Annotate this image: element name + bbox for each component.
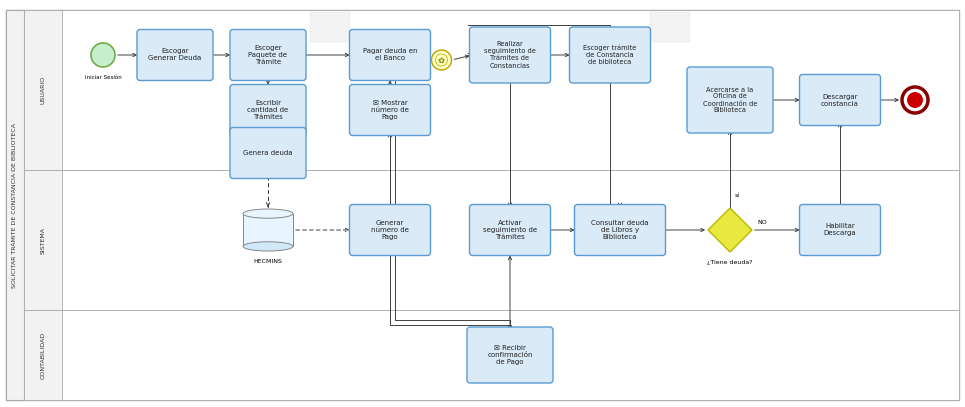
Text: NO: NO [757,219,767,225]
Text: Escoger trámite
de Constancia
de biblioteca: Escoger trámite de Constancia de bibliot… [584,45,637,65]
FancyBboxPatch shape [230,127,306,179]
Bar [310,12,350,42]
Text: Pagar deuda en
el Banco: Pagar deuda en el Banco [363,48,417,61]
Text: HECMINS: HECMINS [254,259,283,264]
Text: Habilitar
Descarga: Habilitar Descarga [824,223,856,236]
Text: Escribir
cantidad de
Trámites: Escribir cantidad de Trámites [247,100,289,120]
Polygon shape [708,208,752,252]
Bar [650,12,690,42]
Text: Activar
seguimiento de
Trámites: Activar seguimiento de Trámites [482,220,538,240]
Bar [24,10,62,170]
Text: Realizar
seguimiento de
Trámites de
Constancias: Realizar seguimiento de Trámites de Cons… [484,42,536,68]
FancyBboxPatch shape [470,27,550,83]
FancyBboxPatch shape [230,29,306,81]
FancyBboxPatch shape [470,204,550,256]
Text: Descargar
constancia: Descargar constancia [821,94,859,107]
Text: Generar
número de
Pago: Generar número de Pago [372,220,409,240]
Text: ✿: ✿ [438,55,445,64]
Text: sí: sí [735,193,740,198]
Circle shape [431,50,452,70]
Text: Consultar deuda
de Libros y
Biblioteca: Consultar deuda de Libros y Biblioteca [592,220,648,240]
FancyBboxPatch shape [569,27,650,83]
FancyBboxPatch shape [799,74,880,125]
Text: Iniciar Sesión: Iniciar Sesión [85,75,122,80]
Circle shape [91,43,115,67]
FancyBboxPatch shape [799,204,880,256]
Text: Escoger
Paquete de
Trámite: Escoger Paquete de Trámite [249,45,288,65]
Circle shape [902,87,928,113]
Bar [24,310,62,400]
Bar [24,170,62,310]
FancyBboxPatch shape [349,29,430,81]
FancyBboxPatch shape [574,204,666,256]
Circle shape [907,92,923,108]
FancyBboxPatch shape [349,85,430,136]
Text: Genera deuda: Genera deuda [243,150,292,156]
Ellipse shape [243,242,293,251]
Text: CONTABILIDAD: CONTABILIDAD [41,331,45,379]
Bar [243,214,293,246]
Text: SOLICITAR TRÁMITE DE CONSTANCIA DE BIBLIOTECA: SOLICITAR TRÁMITE DE CONSTANCIA DE BIBLI… [13,123,17,287]
FancyBboxPatch shape [467,327,553,383]
Bar [24,10,959,170]
Bar [24,310,959,400]
Bar [24,170,959,310]
FancyBboxPatch shape [230,85,306,136]
Ellipse shape [243,209,293,218]
Text: SISTEMA: SISTEMA [41,227,45,254]
Text: Escogar
Generar Deuda: Escogar Generar Deuda [149,48,202,61]
Circle shape [435,54,448,66]
FancyBboxPatch shape [687,67,773,133]
Text: ✉ Mostrar
número de
Pago: ✉ Mostrar número de Pago [372,100,409,120]
Text: ¿Tiene deuda?: ¿Tiene deuda? [707,260,753,265]
Text: Acercarse a la
Oficina de
Coordinación de
Biblioteca: Acercarse a la Oficina de Coordinación d… [703,87,758,114]
FancyBboxPatch shape [349,204,430,256]
Bar [6,10,24,400]
Text: USUARIO: USUARIO [41,76,45,104]
Text: ✉ Recibir
confirmación
de Pago: ✉ Recibir confirmación de Pago [487,345,533,365]
FancyBboxPatch shape [137,29,213,81]
